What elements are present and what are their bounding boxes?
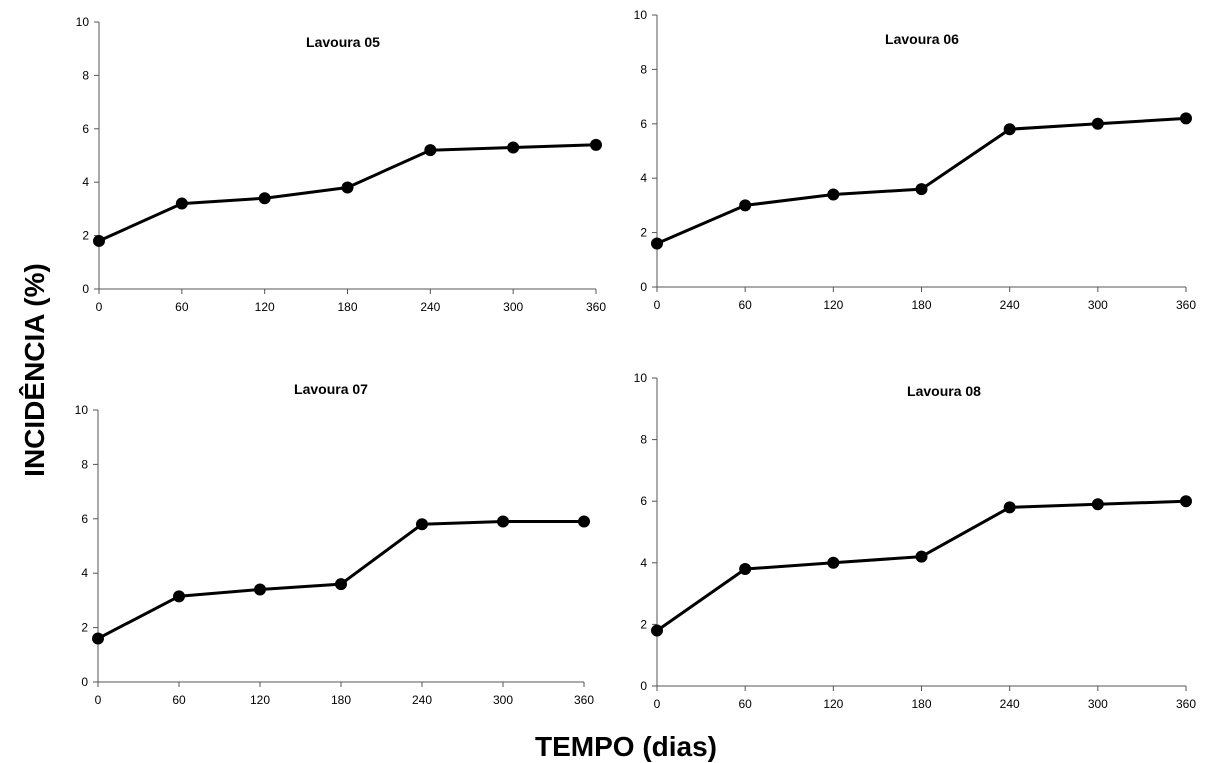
x-tick-label: 0 [96,300,103,314]
y-tick-label: 6 [640,117,647,131]
chart-panel-3: 0 2 4 6 8 10 0 60 120 180 240 300 360 Lavoura 07 [75,381,595,707]
y-tick-label: 0 [81,675,88,689]
data-point [827,188,840,201]
x-tick-label: 240 [1000,697,1020,711]
y-tick-label: 8 [81,457,88,471]
data-point [1003,123,1016,136]
y-tick-label: 6 [82,122,89,136]
x-tick-label: 60 [175,300,189,314]
x-tick-label: 180 [331,693,351,707]
data-point [578,515,590,528]
data-point [424,144,437,157]
y-tick-label: 2 [81,621,88,635]
y-tick-label: 4 [640,171,647,185]
data-point [416,518,428,531]
y-axis-label: INCIDÊNCIA (%) [19,263,50,477]
data-point [335,578,347,591]
data-point [739,562,752,575]
y-tick-label: 10 [634,8,648,22]
data-point [258,192,271,205]
y-tick-label: 6 [81,512,88,526]
x-tick-label: 180 [911,697,931,711]
y-tick-label: 8 [640,433,647,447]
data-point [915,550,928,563]
x-tick-label: 300 [1088,298,1108,312]
data-point [1180,495,1192,508]
y-tick-label: 8 [82,68,89,82]
y-tick-label: 4 [81,566,88,580]
y-tick-label: 8 [640,62,647,76]
x-tick-label: 300 [1088,697,1108,711]
x-tick-label: 120 [250,693,270,707]
y-tick-label: 0 [640,679,647,693]
y-tick-label: 10 [76,15,90,29]
panel-title: Lavoura 05 [306,34,380,50]
x-tick-label: 360 [1176,298,1196,312]
panel-title: Lavoura 08 [907,383,981,399]
y-tick-label: 4 [640,556,647,570]
x-tick-label: 180 [911,298,931,312]
x-tick-label: 0 [95,693,102,707]
x-tick-label: 120 [823,298,843,312]
data-point [915,183,928,196]
y-tick-label: 2 [640,617,647,631]
x-tick-label: 300 [493,693,513,707]
data-point [1180,112,1192,125]
data-point [651,624,663,637]
panel-title: Lavoura 06 [885,31,959,47]
y-tick-label: 0 [640,280,647,294]
x-tick-label: 360 [586,300,606,314]
data-point [92,632,104,645]
x-tick-label: 240 [1000,298,1020,312]
panel-title: Lavoura 07 [294,381,368,397]
y-tick-label: 6 [640,494,647,508]
x-tick-label: 0 [654,697,661,711]
x-tick-label: 240 [412,693,432,707]
x-tick-label: 0 [654,298,661,312]
x-tick-label: 120 [255,300,275,314]
data-point [175,197,188,210]
x-tick-label: 120 [823,697,843,711]
x-tick-label: 60 [738,697,752,711]
x-tick-label: 300 [503,300,523,314]
y-tick-label: 10 [75,403,89,417]
x-tick-label: 180 [337,300,357,314]
data-point [341,181,354,194]
data-point [1091,498,1104,511]
data-point [507,141,520,154]
data-point [827,556,840,569]
x-tick-label: 240 [420,300,440,314]
data-point [93,234,105,247]
x-tick-label: 60 [172,693,186,707]
series-line [656,116,1187,245]
data-point [497,515,509,528]
y-tick-label: 2 [640,226,647,240]
chart-panel-2: 0 2 4 6 8 10 0 60 120 180 240 300 360 Lavoura 06 [634,8,1197,312]
data-point [1091,117,1104,130]
x-tick-label: 60 [738,298,752,312]
y-tick-label: 10 [634,371,648,385]
series-line [656,499,1187,632]
data-point [739,199,752,212]
chart-panel-1: 0 2 4 6 8 10 0 60 120 180 240 300 360 Lavoura 05 [76,15,607,314]
x-axis-label: TEMPO (dias) [535,731,717,762]
y-tick-label: 0 [82,282,89,296]
chart-panel-4: 0 2 4 6 8 10 0 60 120 180 240 300 360 Lavoura 08 [634,371,1197,711]
y-tick-label: 4 [82,175,89,189]
data-point [1003,501,1016,514]
data-point [590,138,602,151]
data-point [173,590,185,603]
data-point [254,583,266,596]
y-tick-label: 2 [82,229,89,243]
x-tick-label: 360 [1176,697,1196,711]
x-tick-label: 360 [574,693,594,707]
data-point [651,237,663,250]
